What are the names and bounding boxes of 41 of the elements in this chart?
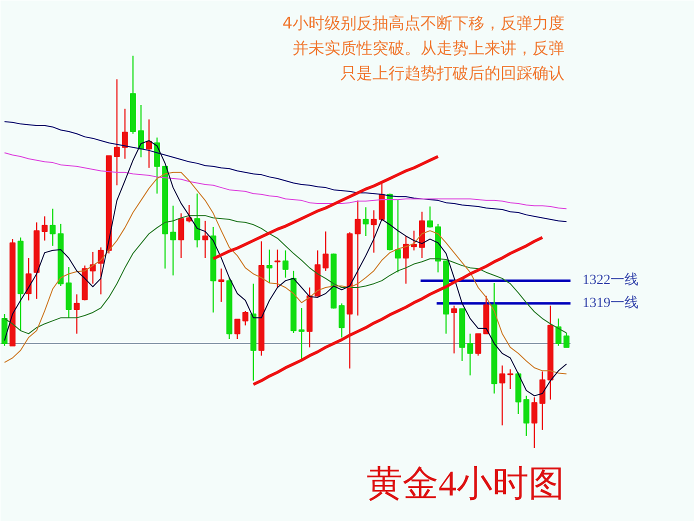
candlestick [427, 206, 433, 228]
candlestick [555, 318, 562, 346]
candlestick [354, 200, 361, 316]
candlestick [74, 294, 80, 334]
candlestick [234, 318, 240, 340]
candlestick [539, 370, 546, 430]
candlestick [402, 235, 409, 284]
candlestick [170, 205, 176, 276]
candlestick [451, 305, 458, 354]
annotation: 只是上行趋势打破后的回踩确认 [340, 64, 564, 82]
candlestick [394, 199, 401, 273]
candlestick [370, 210, 377, 254]
candlestick [146, 118, 152, 168]
candlestick [338, 302, 345, 338]
candlestick [499, 364, 506, 426]
candlestick [50, 208, 56, 246]
candlestick [218, 268, 224, 302]
candlestick [194, 193, 200, 248]
ref-line-label: 1319一线 [582, 294, 638, 311]
candlestick [26, 257, 32, 301]
ref-line-label: 1322一线 [582, 272, 638, 288]
candlestick [42, 216, 48, 242]
candlestick [122, 108, 128, 160]
candlestick [266, 249, 272, 284]
candlestick [563, 332, 570, 348]
candlestick [362, 206, 369, 237]
annotation: 4小时级别反抽高点不断下移，反弹力度 [282, 14, 565, 32]
candlestick [114, 78, 120, 186]
text: 黄金4小时图 [366, 464, 564, 504]
candlestick [242, 310, 248, 326]
candlestick [202, 220, 208, 259]
candlestick [475, 333, 482, 356]
candlestick [282, 250, 288, 278]
annotation: 并未实质性突破。从走势上来讲，反弹 [292, 38, 564, 58]
candlestick [531, 396, 538, 449]
candlestick [274, 249, 280, 288]
candlestick [523, 395, 530, 437]
candlestick [322, 230, 329, 272]
candlestick [467, 333, 474, 376]
candlestick [98, 246, 104, 295]
candlestick [178, 212, 184, 259]
